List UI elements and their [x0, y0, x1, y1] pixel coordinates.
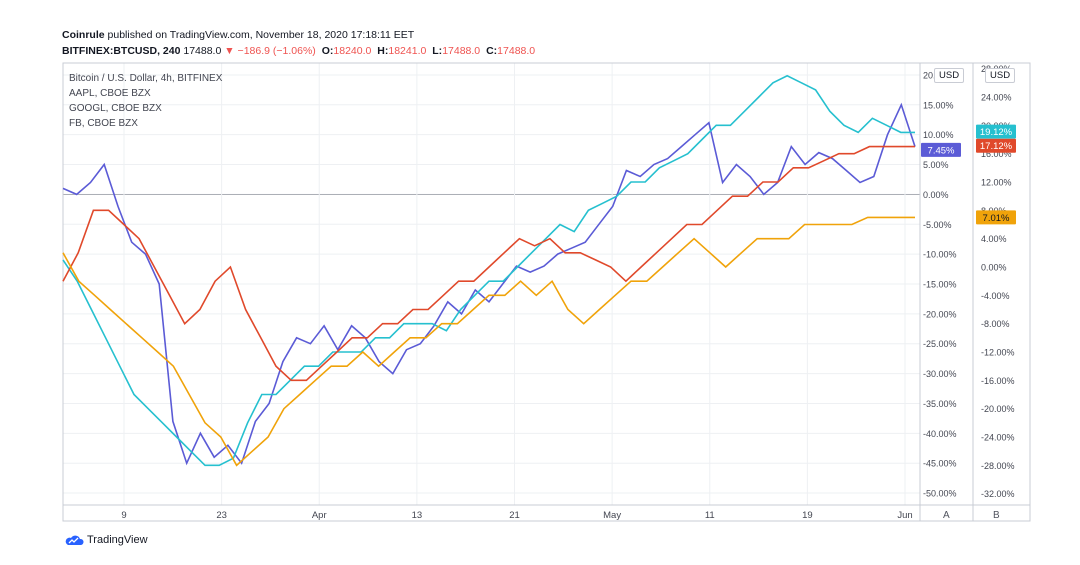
- publish-line: Coinrule published on TradingView.com, N…: [62, 29, 414, 41]
- end-label-fb: 19.12%: [980, 127, 1013, 138]
- scale-a-unit[interactable]: USD: [934, 68, 965, 83]
- scale-b-tick: -16.00%: [981, 376, 1015, 386]
- scale-b-tick: -28.00%: [981, 461, 1015, 471]
- scale-b-tick: 16.00%: [981, 149, 1012, 159]
- scale-b-tick: 0.00%: [981, 263, 1007, 273]
- time-tick: Jun: [897, 510, 912, 521]
- time-tick: May: [603, 510, 621, 521]
- end-label-bg-googl: [976, 138, 1016, 153]
- last-price: 17488.0: [183, 45, 222, 57]
- legend-btc[interactable]: Bitcoin / U.S. Dollar, 4h, BITFINEX: [69, 73, 223, 84]
- scale-a-tick: -10.00%: [923, 250, 957, 260]
- scale-a-tick: 0.00%: [923, 190, 949, 200]
- low-value: 17488.0: [442, 45, 481, 57]
- series-legend: Bitcoin / U.S. Dollar, 4h, BITFINEX AAPL…: [69, 71, 222, 131]
- time-tick: 13: [412, 510, 423, 521]
- end-label-googl: 17.12%: [980, 141, 1013, 152]
- scale-b-toggle[interactable]: B: [993, 510, 1000, 521]
- scale-a-tick: -25.00%: [923, 339, 957, 349]
- tradingview-logo[interactable]: TradingView: [64, 534, 148, 546]
- scale-a-tick: -20.00%: [923, 309, 957, 319]
- legend-fb[interactable]: FB, CBOE BZX: [69, 118, 138, 129]
- open-label: O:: [321, 45, 334, 57]
- chart-frame: [62, 62, 1031, 522]
- legend-googl[interactable]: GOOGL, CBOE BZX: [69, 103, 162, 114]
- end-label-bg-fb: [976, 124, 1016, 139]
- time-axis: 9 23 Apr 13 21 May 11 19 Jun: [121, 510, 912, 521]
- scale-a-tick: -50.00%: [923, 489, 957, 499]
- scale-a: 20.00%15.00%10.00%5.00%0.00%-5.00%-10.00…: [923, 70, 957, 498]
- series-lines: [62, 74, 916, 467]
- time-tick: 23: [216, 510, 227, 521]
- scale-b-tick: -4.00%: [981, 291, 1010, 301]
- low-label: L:: [432, 45, 443, 57]
- series-line-btc: [62, 102, 916, 466]
- end-label-btc: 7.45%: [928, 145, 955, 156]
- scale-a-tick: -40.00%: [923, 429, 957, 439]
- plot-border: [62, 62, 1031, 522]
- cloud-icon: [65, 535, 84, 545]
- series-line-googl: [62, 145, 915, 382]
- end-label-bg-aapl: [976, 210, 1016, 225]
- scale-b-tick: 4.00%: [981, 234, 1007, 244]
- scale-a-tick: 10.00%: [923, 130, 954, 140]
- scale-b-unit[interactable]: USD: [985, 68, 1016, 83]
- time-tick: 9: [121, 510, 126, 521]
- scale-b-tick: -32.00%: [981, 489, 1015, 499]
- scale-a-tick: -30.00%: [923, 369, 957, 379]
- scale-a-tick: 15.00%: [923, 100, 954, 110]
- time-tick: 19: [802, 510, 813, 521]
- scale-a-tick: -5.00%: [923, 220, 952, 230]
- publisher-name[interactable]: Coinrule: [62, 29, 105, 41]
- scale-b-tick: -8.00%: [981, 319, 1010, 329]
- scale-b-tick: -12.00%: [981, 348, 1015, 358]
- series-line-fb: [62, 74, 915, 467]
- legend-aapl[interactable]: AAPL, CBOE BZX: [69, 88, 151, 99]
- scale-a-tick: -45.00%: [923, 459, 957, 469]
- brand-name: TradingView: [87, 534, 148, 546]
- time-tick: Apr: [312, 510, 327, 521]
- scale-a-tick: -35.00%: [923, 399, 957, 409]
- scale-a-tick: -15.00%: [923, 280, 957, 290]
- ohlc-line: BITFINEX:BTCUSD, 240 17488.0 ▼ −186.9 (−…: [62, 45, 535, 57]
- chart-grid: [63, 63, 920, 505]
- price-change: ▼ −186.9 (−1.06%): [224, 45, 316, 57]
- close-label: C:: [486, 45, 498, 57]
- open-value: 18240.0: [333, 45, 372, 57]
- end-value-labels: 7.45% 19.12% 17.12% 7.01%: [921, 124, 1016, 225]
- close-value: 17488.0: [497, 45, 536, 57]
- scale-a-tick: 5.00%: [923, 160, 949, 170]
- published-text: published on TradingView.com, November 1…: [107, 29, 415, 41]
- scale-b-tick: 24.00%: [981, 93, 1012, 103]
- time-tick: 21: [509, 510, 520, 521]
- scale-b-tick: -20.00%: [981, 404, 1015, 414]
- series-line-aapl: [62, 216, 915, 467]
- time-tick: 11: [705, 510, 715, 521]
- end-label-aapl: 7.01%: [983, 213, 1010, 224]
- end-label-bg-btc: [921, 142, 961, 157]
- scale-b-tick: -24.00%: [981, 433, 1015, 443]
- high-value: 18241.0: [388, 45, 427, 57]
- symbol-label: BITFINEX:BTCUSD, 240: [62, 45, 181, 57]
- high-label: H:: [377, 45, 389, 57]
- scale-a-toggle[interactable]: A: [943, 510, 950, 521]
- scale-b-tick: 12.00%: [981, 178, 1012, 188]
